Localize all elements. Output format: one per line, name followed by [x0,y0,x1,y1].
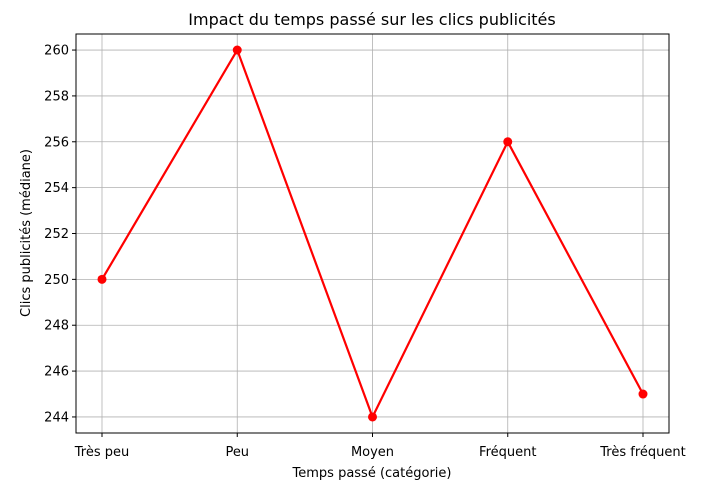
ticks-layer: Très peu Peu Moyen Fréquent Très fréquent 244… [44,44,686,460]
y-tick-label: 246 [44,365,69,380]
data-point [97,274,107,284]
data-point [232,45,242,55]
x-tick-label: Moyen [351,445,394,460]
x-tick-label: Peu [225,445,249,460]
chart-title: Impact du temps passé sur les clics publ… [188,10,555,29]
y-tick-label: 248 [44,319,69,334]
y-tick-label: 256 [44,135,69,150]
y-tick-label: 250 [44,273,69,288]
data-point [638,389,648,399]
y-tick-label: 252 [44,227,69,242]
grid-layer [76,34,669,433]
y-tick-label: 254 [44,181,69,196]
x-tick-label: Très peu [74,445,129,460]
x-tick-label: Très fréquent [599,445,685,460]
y-axis-label: Clics publicités (médiane) [19,149,34,317]
data-point [503,137,513,147]
y-tick-label: 258 [44,89,69,104]
x-axis-label: Temps passé (catégorie) [292,466,452,481]
y-tick-label: 244 [44,410,69,425]
y-tick-label: 260 [44,44,69,59]
x-tick-label: Fréquent [479,445,536,460]
data-point [368,412,377,422]
series-layer [97,45,648,422]
